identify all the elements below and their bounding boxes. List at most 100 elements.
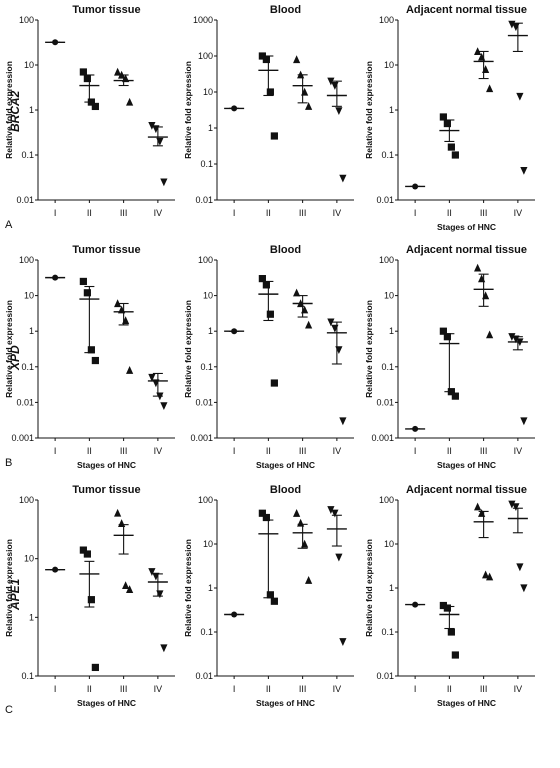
group-stage-IV <box>147 372 168 411</box>
data-point <box>160 178 168 187</box>
data-point <box>293 288 301 297</box>
x-tick-label: IV <box>514 208 523 218</box>
group-stage-I <box>45 39 66 46</box>
y-tick-label: 10 <box>384 291 394 301</box>
y-tick-label: 0.1 <box>381 627 394 637</box>
y-tick-label: 1 <box>208 123 213 133</box>
group-stage-I <box>405 183 426 190</box>
x-tick-label: IV <box>154 446 163 456</box>
y-axis-label: Relative fold expression <box>183 300 193 398</box>
x-tick-label: I <box>233 684 236 694</box>
y-tick-label: 10 <box>203 87 213 97</box>
y-tick-label: 1 <box>389 105 394 115</box>
group-stage-III <box>292 288 313 329</box>
y-tick-label: 0.1 <box>381 362 394 372</box>
y-axis-label: Relative fold expression <box>183 539 193 637</box>
group-stage-IV <box>326 77 347 183</box>
x-tick-label: I <box>54 684 57 694</box>
data-point <box>327 506 335 514</box>
data-point <box>148 373 156 382</box>
data-point <box>335 553 343 562</box>
data-point <box>520 417 528 426</box>
data-point <box>474 502 482 511</box>
y-tick-label: 100 <box>19 495 34 505</box>
chart-title: Blood <box>270 244 301 256</box>
group-stage-I <box>405 425 426 432</box>
y-tick-label: 1 <box>208 326 213 336</box>
group-stage-I <box>45 274 66 281</box>
data-point <box>339 638 347 646</box>
group-stage-II <box>439 327 460 400</box>
y-tick-label: 100 <box>19 255 34 265</box>
data-point <box>305 576 313 584</box>
data-point <box>87 596 95 604</box>
group-stage-I <box>224 328 245 335</box>
panel-letter: A <box>5 219 13 231</box>
data-point <box>447 628 455 636</box>
x-tick-label: I <box>414 446 417 456</box>
group-stage-IV <box>147 122 168 187</box>
data-point <box>148 122 156 130</box>
y-tick-label: 10 <box>203 539 213 549</box>
group-stage-II <box>79 546 100 672</box>
group-stage-I <box>45 566 66 573</box>
x-tick-label: I <box>233 446 236 456</box>
group-stage-I <box>224 105 245 112</box>
group-stage-III <box>113 299 134 374</box>
y-tick-label: 10 <box>384 60 394 70</box>
data-point <box>482 570 490 579</box>
x-tick-label: I <box>233 208 236 218</box>
x-tick-label: IV <box>333 446 342 456</box>
data-point <box>339 174 347 183</box>
x-tick-label: I <box>54 208 57 218</box>
chart-title: Tumor tissue <box>72 244 140 256</box>
y-tick-label: 0.001 <box>190 433 213 443</box>
x-tick-label: IV <box>333 684 342 694</box>
x-tick-label: IV <box>154 684 163 694</box>
data-point <box>327 77 335 86</box>
y-tick-label: 10 <box>384 539 394 549</box>
y-tick-label: 0.01 <box>16 397 34 407</box>
data-point <box>520 584 528 593</box>
data-point <box>439 113 447 121</box>
x-tick-label: II <box>266 208 271 218</box>
data-point <box>451 392 459 400</box>
data-point <box>262 55 270 64</box>
data-point <box>327 318 335 327</box>
data-point <box>87 346 95 354</box>
data-point <box>126 585 134 593</box>
x-tick-label: III <box>299 446 307 456</box>
data-point <box>439 601 447 610</box>
y-axis-label: Relative fold expression <box>4 300 14 398</box>
data-point <box>486 84 494 93</box>
y-tick-label: 10 <box>24 554 34 564</box>
x-tick-label: III <box>480 208 488 218</box>
x-tick-label: II <box>447 208 452 218</box>
x-tick-label: II <box>87 208 92 218</box>
gene-label: XPD <box>8 345 22 371</box>
data-point <box>258 509 266 517</box>
y-tick-label: 0.1 <box>200 627 213 637</box>
chart-title: Adjacent normal tissue <box>406 244 527 256</box>
data-point <box>270 379 278 387</box>
y-tick-label: 100 <box>379 15 394 25</box>
y-tick-label: 0.01 <box>376 397 394 407</box>
data-point <box>339 417 347 426</box>
chart-title: Tumor tissue <box>72 4 140 16</box>
data-point <box>305 320 313 329</box>
group-stage-II <box>79 68 100 111</box>
data-point <box>486 330 494 339</box>
row-label-brca2: BRCA2 A <box>5 90 22 231</box>
data-point <box>83 289 91 297</box>
x-tick-label: III <box>120 208 128 218</box>
gene-label: BRCA2 <box>8 90 22 132</box>
data-point <box>114 508 122 517</box>
data-point <box>160 402 168 411</box>
y-tick-label: 100 <box>379 255 394 265</box>
data-point <box>266 591 274 599</box>
data-point <box>305 102 313 110</box>
